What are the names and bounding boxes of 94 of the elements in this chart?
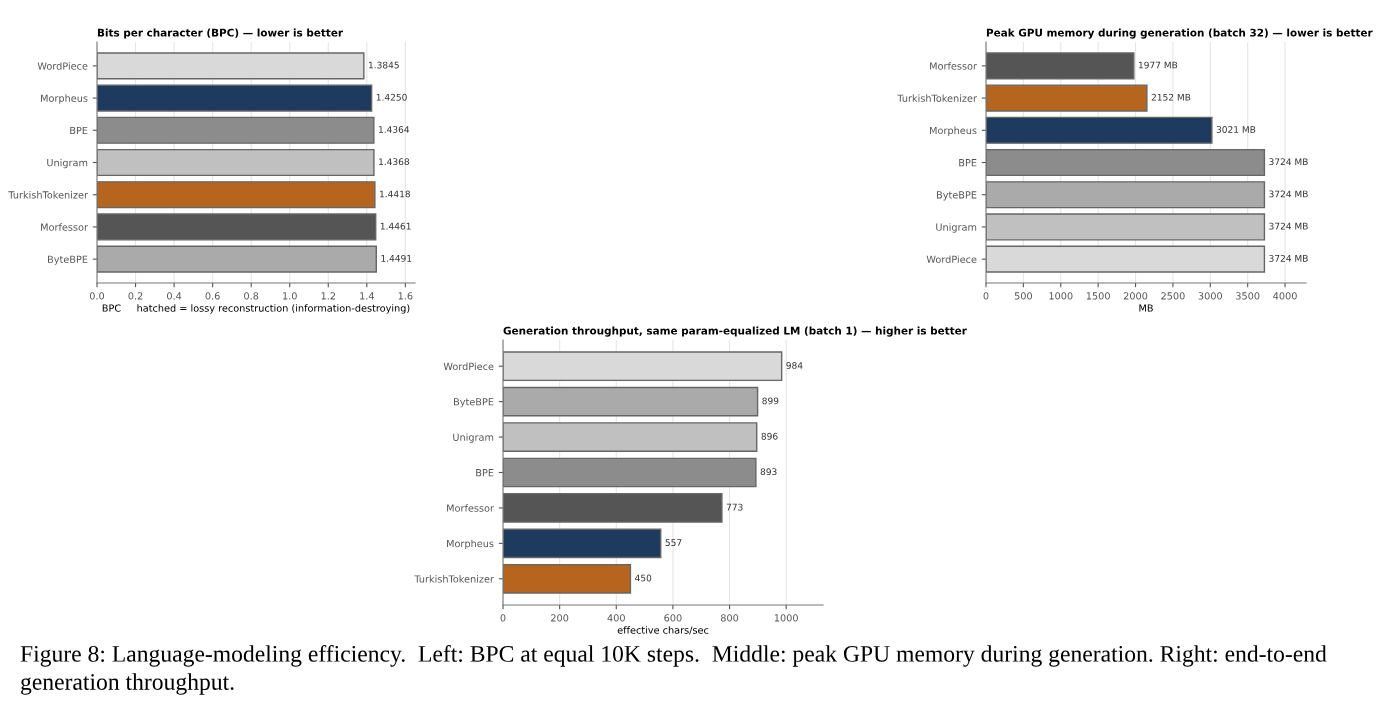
- x-tick-label: 2000: [1123, 292, 1148, 300]
- data-label: 1.4250: [376, 93, 407, 101]
- bar: [503, 422, 758, 452]
- data-label: 3724 MB: [1269, 158, 1308, 166]
- bar: [503, 386, 759, 417]
- data-label: 1977 MB: [1138, 61, 1178, 69]
- bar: [97, 181, 376, 209]
- x-tick-label: 1.6: [398, 292, 413, 300]
- caption: Figure 8: Language-modeling efficiency. Left: BPC at equal 10K steps. Middle: peak GPU memory during generation. Right: end-to-end generation throughput.: [20, 645, 1327, 695]
- x-tick-label: 1000: [774, 614, 798, 622]
- data-label: 557: [665, 539, 682, 546]
- data-label: 984: [786, 362, 803, 369]
- data-label: 773: [726, 503, 743, 511]
- bar: [503, 457, 757, 488]
- bar: [97, 52, 365, 80]
- x-tick-label: 1500: [1086, 292, 1110, 300]
- x-tick-label: 1.2: [321, 292, 336, 300]
- data-label: 3021 MB: [1216, 126, 1256, 133]
- data-label: 899: [762, 397, 779, 405]
- x-tick-label: 3000: [1198, 292, 1223, 300]
- y-tick-label: Morpheus: [930, 126, 977, 136]
- x-tick-label: 400: [607, 614, 625, 622]
- x-tick-label: 500: [1014, 292, 1033, 300]
- bar: [97, 116, 375, 144]
- y-tick-label: Morfessor: [41, 223, 88, 231]
- y-tick-label: Unigram: [936, 223, 977, 233]
- y-tick-label: Morpheus: [41, 94, 88, 104]
- y-tick-label: WordPiece: [37, 62, 88, 70]
- data-label: 896: [761, 432, 778, 440]
- x-tick-label: 0.8: [244, 292, 259, 300]
- x-tick-label: 3500: [1236, 292, 1260, 300]
- data-label: 1.4418: [380, 190, 411, 198]
- bar: [97, 213, 377, 241]
- y-tick-label: TurkishTokenizer: [897, 94, 977, 102]
- chart-title: Generation throughput, same param-equalized LM (batch 1) — higher is better: [503, 326, 967, 337]
- bar: [503, 528, 662, 559]
- x-tick-label: 600: [664, 614, 682, 622]
- y-tick-label: Morfessor: [447, 504, 494, 512]
- y-tick-label: ByteBPE: [454, 398, 494, 408]
- y-tick-label: BPE: [476, 469, 494, 477]
- bar: [503, 351, 783, 382]
- x-tick-label: 1.4: [360, 292, 374, 300]
- data-label: 3724 MB: [1269, 254, 1308, 262]
- bar: [986, 213, 1266, 241]
- x-tick-label: 1000: [1049, 292, 1073, 300]
- bar: [986, 84, 1148, 112]
- y-tick-label: Morfessor: [930, 62, 977, 70]
- bar: [97, 148, 375, 177]
- chart-title: Peak GPU memory during generation (batch 32) — lower is better: [986, 28, 1373, 39]
- bar: [503, 563, 632, 594]
- x-tick-label: 1.0: [283, 292, 297, 300]
- bar: [986, 148, 1266, 177]
- x-tick-label: 0.0: [89, 292, 105, 300]
- y-tick-label: Morpheus: [447, 539, 494, 550]
- data-label: 1.4368: [379, 158, 410, 166]
- y-tick-label: TurkishTokenizer: [414, 575, 494, 583]
- bar: [986, 181, 1266, 209]
- x-tick-label: 200: [551, 614, 569, 622]
- x-tick-label: 0: [500, 614, 506, 622]
- data-label: 2152 MB: [1151, 93, 1191, 101]
- x-tick-label: 0: [983, 292, 989, 300]
- y-tick-label: TurkishTokenizer: [8, 191, 88, 199]
- x-axis-title: effective chars/sec: [617, 626, 709, 635]
- y-tick-label: Unigram: [453, 433, 494, 443]
- x-tick-label: 0.6: [205, 292, 220, 300]
- y-tick-label: WordPiece: [443, 362, 494, 371]
- x-tick-label: 2500: [1161, 292, 1185, 300]
- data-label: 893: [760, 468, 777, 476]
- bar: [97, 84, 373, 112]
- y-tick-label: ByteBPE: [48, 255, 88, 265]
- y-tick-label: Unigram: [47, 158, 88, 169]
- x-tick-label: 800: [720, 614, 739, 622]
- data-label: 1.3845: [368, 61, 399, 69]
- data-label: 3724 MB: [1269, 190, 1308, 198]
- data-label: 1.4461: [380, 222, 411, 230]
- data-label: 3724 MB: [1269, 222, 1308, 230]
- data-label: 1.4491: [381, 254, 412, 262]
- x-axis-title: BPC hatched = lossy reconstruction (information-destroying): [102, 304, 410, 314]
- data-label: 450: [635, 574, 652, 582]
- bar: [986, 245, 1266, 273]
- x-tick-label: 0.4: [167, 292, 182, 300]
- x-tick-label: 0.2: [128, 292, 143, 300]
- y-tick-label: BPE: [70, 126, 88, 134]
- y-tick-label: ByteBPE: [937, 191, 977, 201]
- y-tick-label: BPE: [959, 159, 977, 167]
- bar: [986, 52, 1135, 80]
- bar: [97, 245, 377, 273]
- bar: [986, 116, 1213, 144]
- y-tick-label: WordPiece: [926, 255, 977, 263]
- data-label: 1.4364: [378, 126, 410, 133]
- x-tick-label: 4000: [1273, 292, 1297, 300]
- bar: [503, 493, 723, 523]
- x-axis-title: MB: [1139, 304, 1153, 312]
- chart-title: Bits per character (BPC) — lower is better: [97, 28, 344, 39]
